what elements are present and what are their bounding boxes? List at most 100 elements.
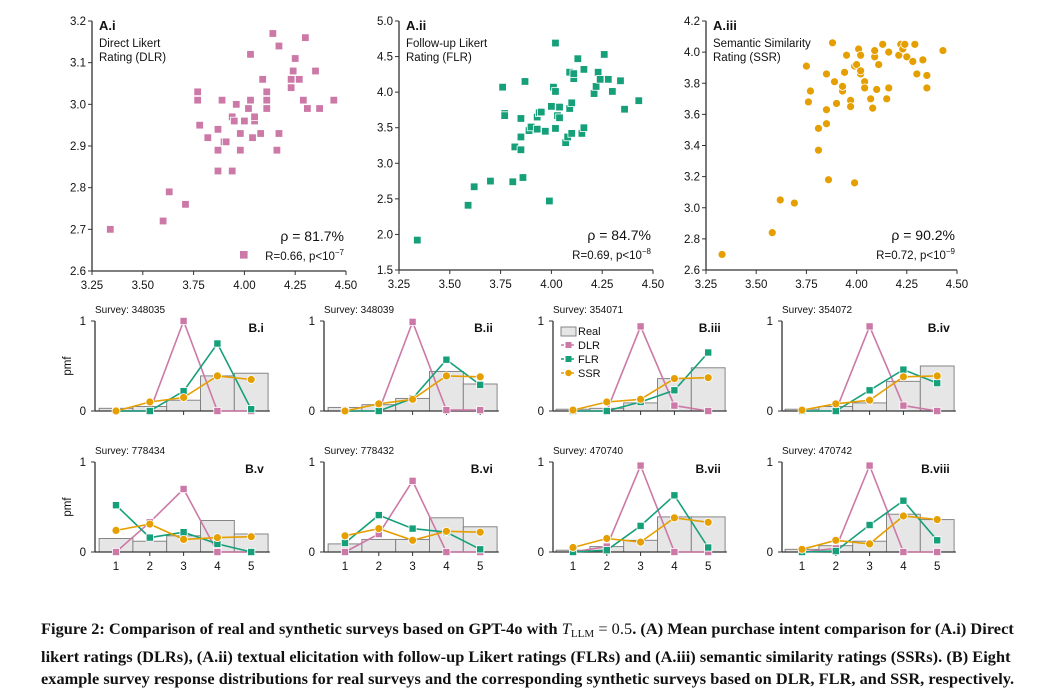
y-tick-label: 2.7 — [70, 224, 86, 236]
data-point — [579, 65, 589, 74]
dlr-point — [408, 317, 417, 326]
ssr-point — [636, 537, 645, 547]
real-bar — [361, 538, 397, 553]
data-point — [232, 100, 241, 109]
data-point — [463, 201, 473, 210]
caption-part2: . (A) Mean purchase intent comparison fo… — [41, 619, 1015, 688]
x-tick-label: 4.50 — [335, 280, 357, 292]
flr-point — [476, 545, 485, 554]
ssr-point — [179, 535, 189, 544]
x-tick-label: 4.25 — [591, 279, 613, 291]
data-point — [860, 83, 870, 93]
distribution-panel-B-iv: 1 0 Survey: 354072 B.iv — [767, 305, 956, 418]
y-tick-label: 1.5 — [377, 265, 393, 277]
dlr-point — [933, 406, 942, 415]
y-tick-label: 1 — [309, 316, 315, 328]
data-point — [555, 102, 564, 112]
x-tick-label: 2 — [147, 561, 153, 573]
data-point — [882, 94, 892, 104]
data-point — [217, 95, 227, 105]
figure: 3.25 3.50 3.75 4.00 4.25 4.502.62.72.82.93.03… — [62, 16, 968, 573]
data-point — [221, 137, 231, 147]
distribution-panel-B-i: 1 0 pmf Survey: 348035 B.i — [62, 305, 270, 418]
ssr-point — [932, 515, 942, 524]
data-point — [274, 129, 284, 138]
y-tick-label: 3.2 — [70, 16, 86, 28]
data-point — [846, 102, 855, 111]
data-point — [789, 198, 799, 208]
survey-title: Survey: 778432 — [324, 446, 394, 457]
data-point — [518, 173, 528, 182]
data-point — [767, 228, 777, 238]
flr-point — [899, 496, 908, 505]
data-point — [258, 75, 267, 84]
data-point — [593, 68, 603, 77]
real-bar — [886, 513, 921, 553]
y-tick-label: 1 — [767, 316, 773, 328]
panel-label: A.ii — [406, 18, 426, 33]
data-point — [547, 102, 556, 111]
panel-subtitle: Rating (FLR) — [406, 52, 472, 64]
flr-point — [476, 380, 485, 389]
data-point — [295, 75, 304, 84]
data-point — [872, 85, 882, 94]
x-tick-label: 1 — [113, 561, 119, 573]
stat-exponent: −7 — [335, 248, 345, 257]
panel-subtitle: Semantic Similarity — [713, 38, 811, 50]
x-tick-label: 3 — [637, 561, 643, 573]
data-point — [822, 119, 831, 129]
data-point — [286, 83, 296, 92]
dlr-point — [636, 461, 645, 470]
data-point — [866, 94, 876, 104]
y-tick-label: 3.2 — [684, 172, 700, 184]
x-tick-label: 1 — [799, 561, 805, 573]
panel-label: B.iii — [699, 321, 721, 335]
data-point — [248, 133, 257, 142]
legend-marker-dlr — [565, 342, 572, 348]
ssr-point — [703, 517, 713, 527]
y-tick-label: 2.8 — [684, 234, 700, 246]
flr-point — [145, 533, 154, 542]
data-point — [922, 71, 932, 80]
data-point — [579, 123, 589, 132]
data-point — [589, 89, 599, 98]
data-point — [236, 129, 245, 138]
data-point — [329, 95, 339, 105]
legend-marker-ssr — [565, 369, 572, 377]
data-point — [616, 76, 625, 85]
data-point — [551, 87, 560, 96]
flr-point — [179, 528, 188, 537]
data-point — [250, 112, 259, 122]
y-tick-label: 4.5 — [377, 52, 393, 64]
ssr-point — [797, 405, 807, 415]
data-point — [236, 145, 245, 155]
y-tick-label: 0 — [767, 406, 773, 418]
data-point — [299, 95, 308, 105]
distribution-panel-B-vii: 1 0 1 2 3 4 5 Survey: 470740 B.vii — [538, 446, 727, 573]
scatter-panel-A.iii: 3.25 3.50 3.75 4.00 4.25 4.50 2.6 2.8 3.0 3.2 3.4 3… — [684, 16, 968, 291]
ssr-point — [340, 531, 350, 541]
dlr-point — [865, 461, 874, 470]
panel-label: B.vi — [471, 462, 493, 476]
y-tick-label: 3.0 — [70, 99, 86, 111]
ssr-point — [932, 371, 942, 381]
ssr-point — [246, 375, 256, 384]
flr-point — [340, 539, 349, 548]
x-tick-label: 4 — [900, 561, 907, 573]
x-tick-label: 3.50 — [439, 279, 461, 291]
caption-math-var: T — [561, 619, 571, 638]
ssr-point — [212, 533, 222, 542]
x-tick-label: 1 — [342, 561, 348, 573]
dlr-point — [476, 406, 485, 415]
data-point — [551, 124, 560, 133]
dlr-point — [408, 476, 417, 485]
dlr-point — [933, 548, 942, 557]
x-tick-label: 3.75 — [795, 279, 817, 291]
dlr-point — [899, 401, 908, 410]
flr-point — [670, 386, 679, 395]
legend-label-flr: FLR — [578, 354, 599, 366]
dlr-point — [636, 322, 645, 331]
data-point — [181, 200, 190, 209]
data-point — [830, 77, 839, 87]
data-point — [910, 39, 920, 49]
